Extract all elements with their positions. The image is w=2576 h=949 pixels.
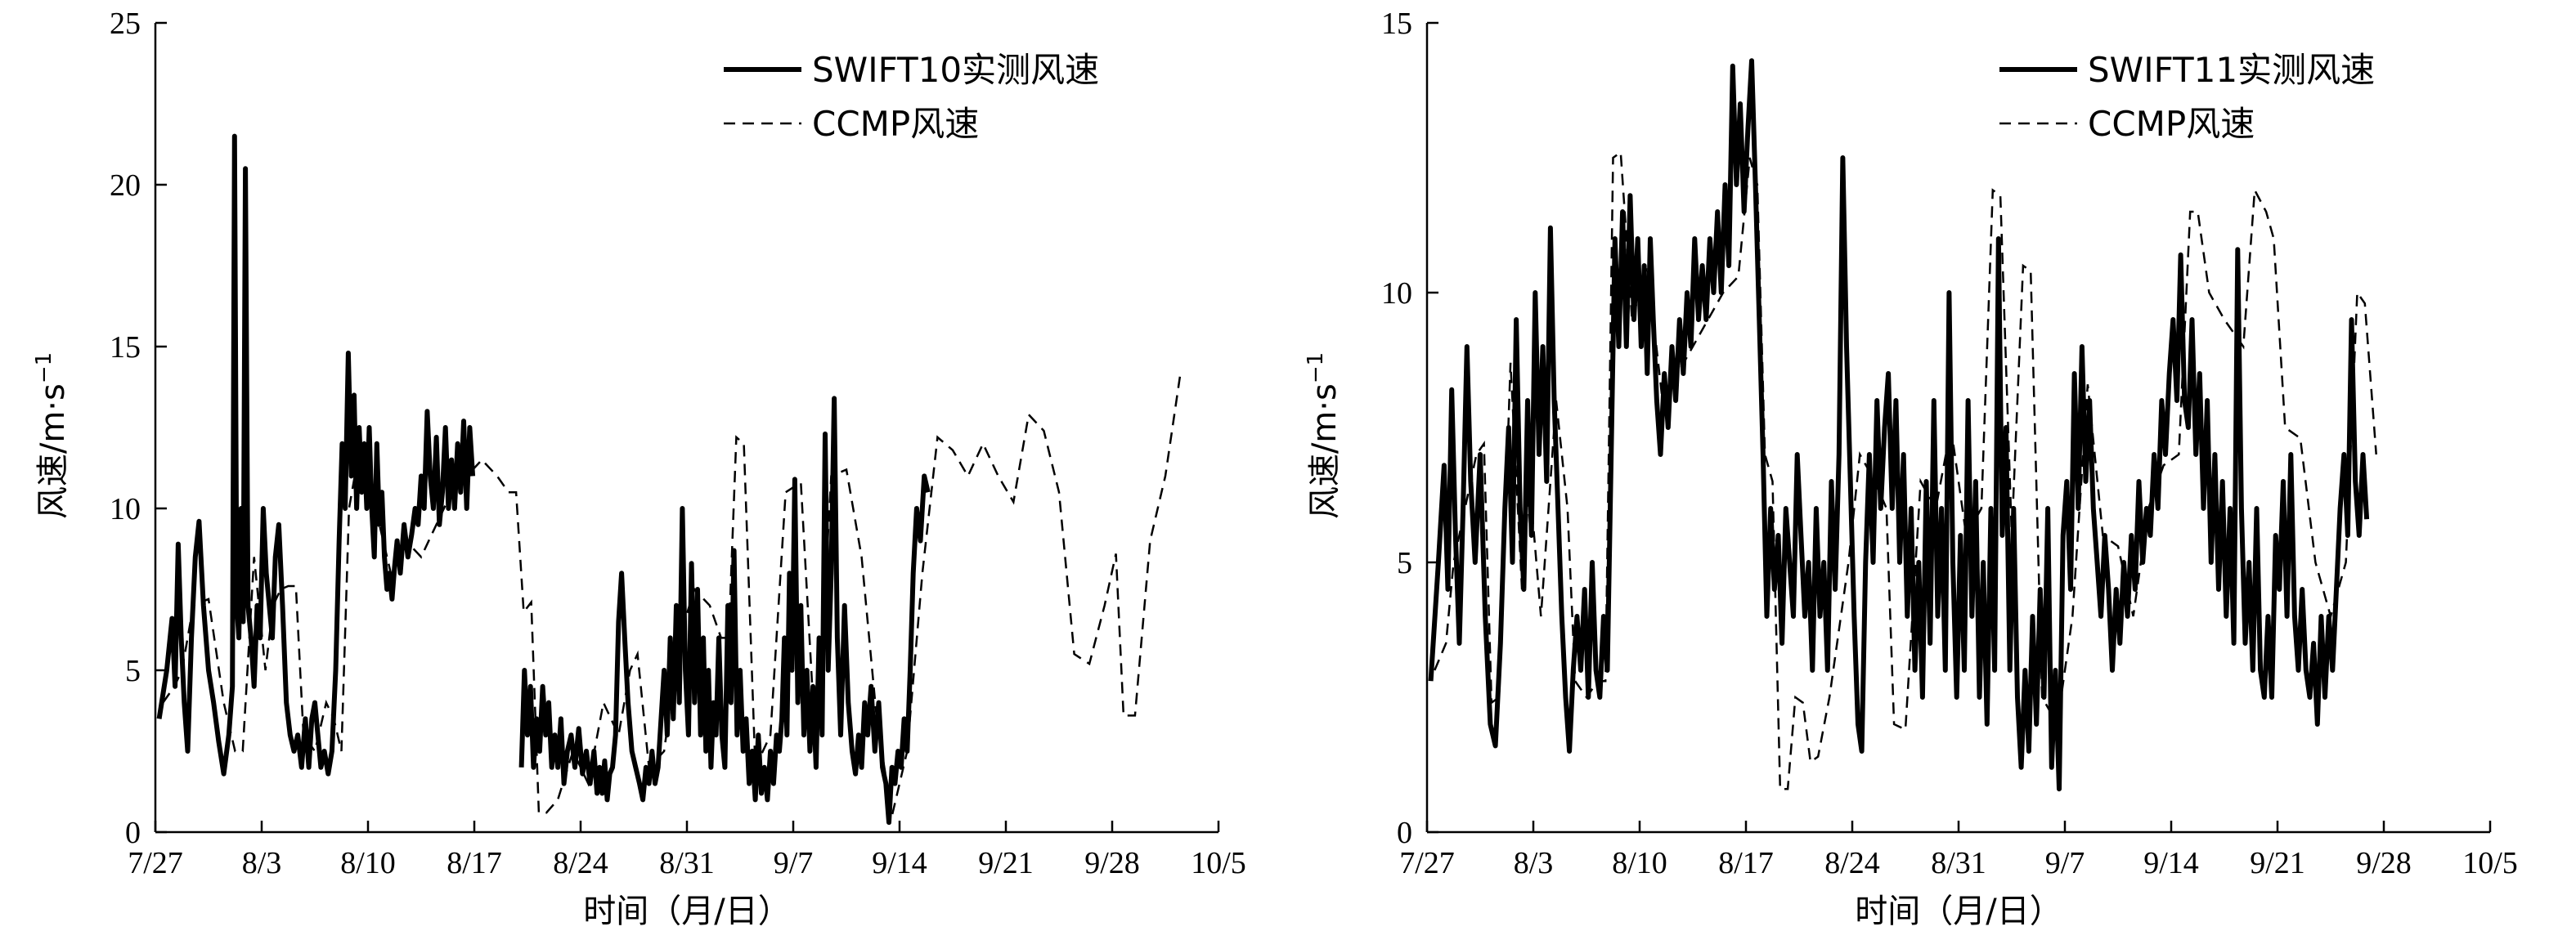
y-tick-label: 5 [125,654,141,688]
series-line-ccmp [162,372,1182,817]
x-tick-label: 8/31 [659,846,715,880]
y-tick-label: 20 [110,168,141,203]
y-tick-label: 15 [110,330,141,365]
x-tick-label: 9/21 [2250,846,2305,880]
y-axis-label-superscript: −1 [32,352,56,383]
legend-label: SWIFT11实测风速 [2088,50,2375,90]
y-tick-label: 25 [110,7,141,41]
x-tick-label: 8/24 [553,846,608,880]
series-line-measured [1428,58,2370,792]
legend: SWIFT11实测风速 CCMP风速 [1999,50,2375,144]
x-tick-label: 9/28 [1084,846,1140,880]
x-tick-label: 8/3 [1514,846,1554,880]
x-tick-label: 8/3 [242,846,282,880]
legend-label: SWIFT10实测风速 [812,50,1099,90]
x-tick-label: 9/28 [2356,846,2412,880]
x-tick-label: 9/14 [2143,846,2199,880]
y-axis-label: 风速/m·s−1 [32,352,72,519]
y-tick-label: 10 [1381,276,1412,311]
x-tick-label: 10/5 [1191,846,1246,880]
y-tick-label: 15 [1381,7,1412,41]
chart-panel-2: 0 5 10 15 7/27 8/3 8/10 8/17 8/24 8/31 9/7 9/14 9/21… [1304,7,2518,930]
series-line-ccmp [1434,150,2377,790]
y-tick-label: 10 [110,492,141,526]
y-axis-label-text: 风速/m·s [1306,383,1344,519]
series-line-measured [156,133,931,826]
x-axis-label: 时间（月/日） [583,893,790,930]
x-tick-label: 8/17 [447,846,502,880]
y-axis-label-text: 风速/m·s [34,383,72,519]
legend-label: CCMP风速 [2088,104,2255,144]
x-axis-label: 时间（月/日） [1855,893,2062,930]
y-tick-label: 5 [1397,546,1412,580]
x-tick-label: 9/21 [978,846,1034,880]
y-axis-label-superscript: −1 [1304,352,1328,383]
x-tick-label: 8/10 [1612,846,1667,880]
x-tick-label: 8/17 [1718,846,1774,880]
x-tick-label: 9/7 [774,846,814,880]
x-tick-label: 8/31 [1931,846,1986,880]
x-tick-label: 10/5 [2462,846,2518,880]
x-tick-label: 9/7 [2045,846,2085,880]
x-tick-label: 9/14 [872,846,927,880]
x-tick-label: 8/24 [1824,846,1880,880]
chart-panel-1: 0 5 10 15 20 25 7/27 8/3 8/10 8/17 8/24 8/31 9/7 9/14… [32,7,1246,930]
y-tick-label: 0 [1397,816,1412,850]
x-tick-label: 7/27 [1399,846,1455,880]
y-axis-label: 风速/m·s−1 [1304,352,1344,519]
x-tick-label: 8/10 [340,846,396,880]
y-tick-label: 0 [125,816,141,850]
legend-label: CCMP风速 [812,104,979,144]
x-tick-label: 7/27 [128,846,183,880]
legend: SWIFT10实测风速 CCMP风速 [724,50,1099,144]
